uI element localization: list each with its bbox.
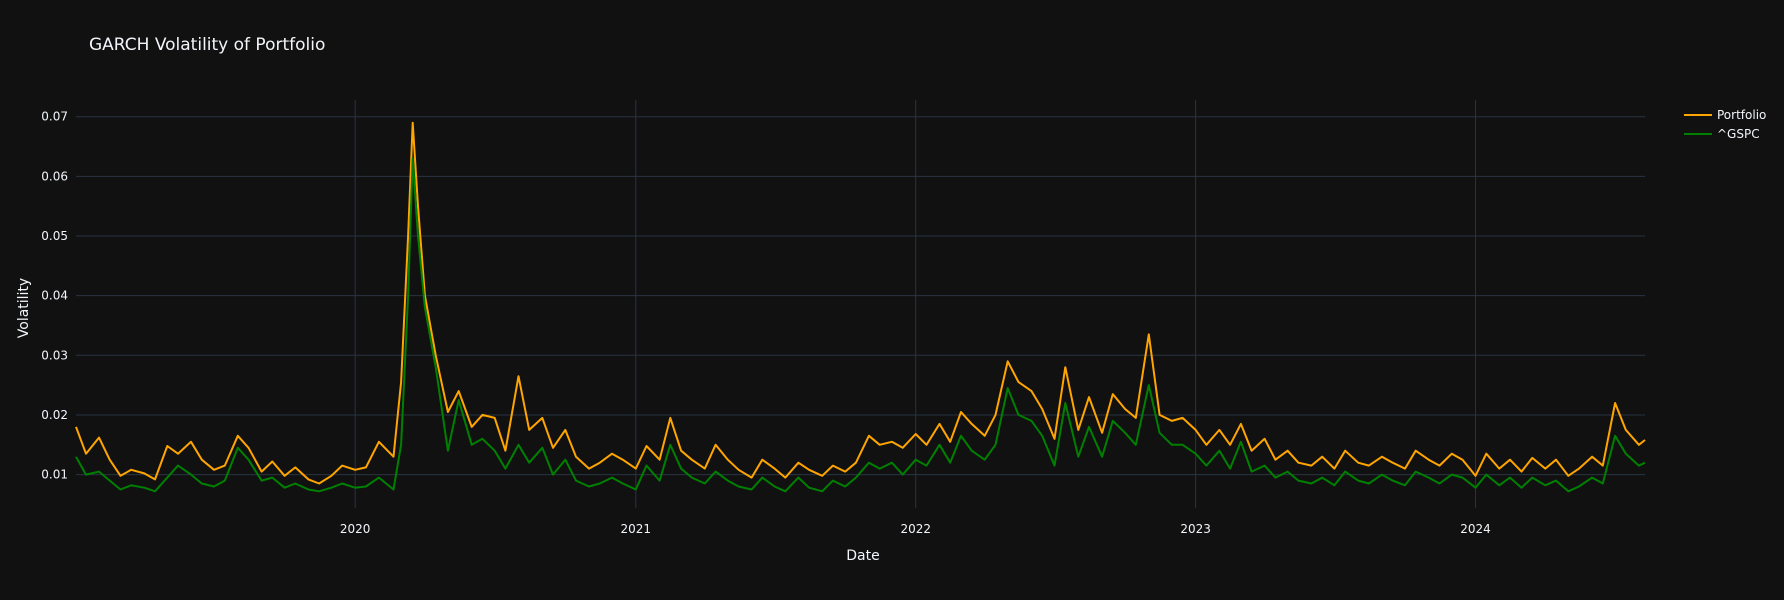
legend-item-gspc[interactable]: ^GSPC: [1684, 127, 1760, 141]
chart-title: GARCH Volatility of Portfolio: [89, 35, 325, 55]
y-tick-label: 0.06: [41, 169, 68, 183]
y-axis-title: Volatility: [16, 278, 32, 338]
series-layer: [75, 121, 1646, 493]
x-tick-label: 2023: [1180, 522, 1211, 536]
y-tick-label: 0.07: [41, 110, 68, 124]
y-tick-label: 0.04: [41, 289, 68, 303]
series-line-gspc: [75, 157, 1646, 493]
x-tick-label: 2020: [340, 522, 371, 536]
legend-label: ^GSPC: [1717, 127, 1760, 141]
y-tick-label: 0.03: [41, 348, 68, 362]
y-tick-label: 0.02: [41, 408, 68, 422]
x-tick-label: 2021: [621, 522, 652, 536]
tick-labels: 0.01 0.02 0.03 0.04 0.05 0.06 0.07 2020 2021 2022…: [41, 110, 1491, 536]
y-tick-label: 0.01: [41, 468, 68, 482]
legend-item-portfolio[interactable]: Portfolio: [1684, 108, 1766, 122]
legend[interactable]: Portfolio ^GSPC: [1684, 108, 1766, 141]
x-tick-label: 2022: [900, 522, 931, 536]
grid: [76, 100, 1645, 508]
y-tick-label: 0.05: [41, 229, 68, 243]
x-tick-label: 2024: [1460, 522, 1491, 536]
x-axis-title: Date: [846, 548, 879, 564]
legend-label: Portfolio: [1717, 108, 1766, 122]
series-line-portfolio: [75, 121, 1646, 485]
